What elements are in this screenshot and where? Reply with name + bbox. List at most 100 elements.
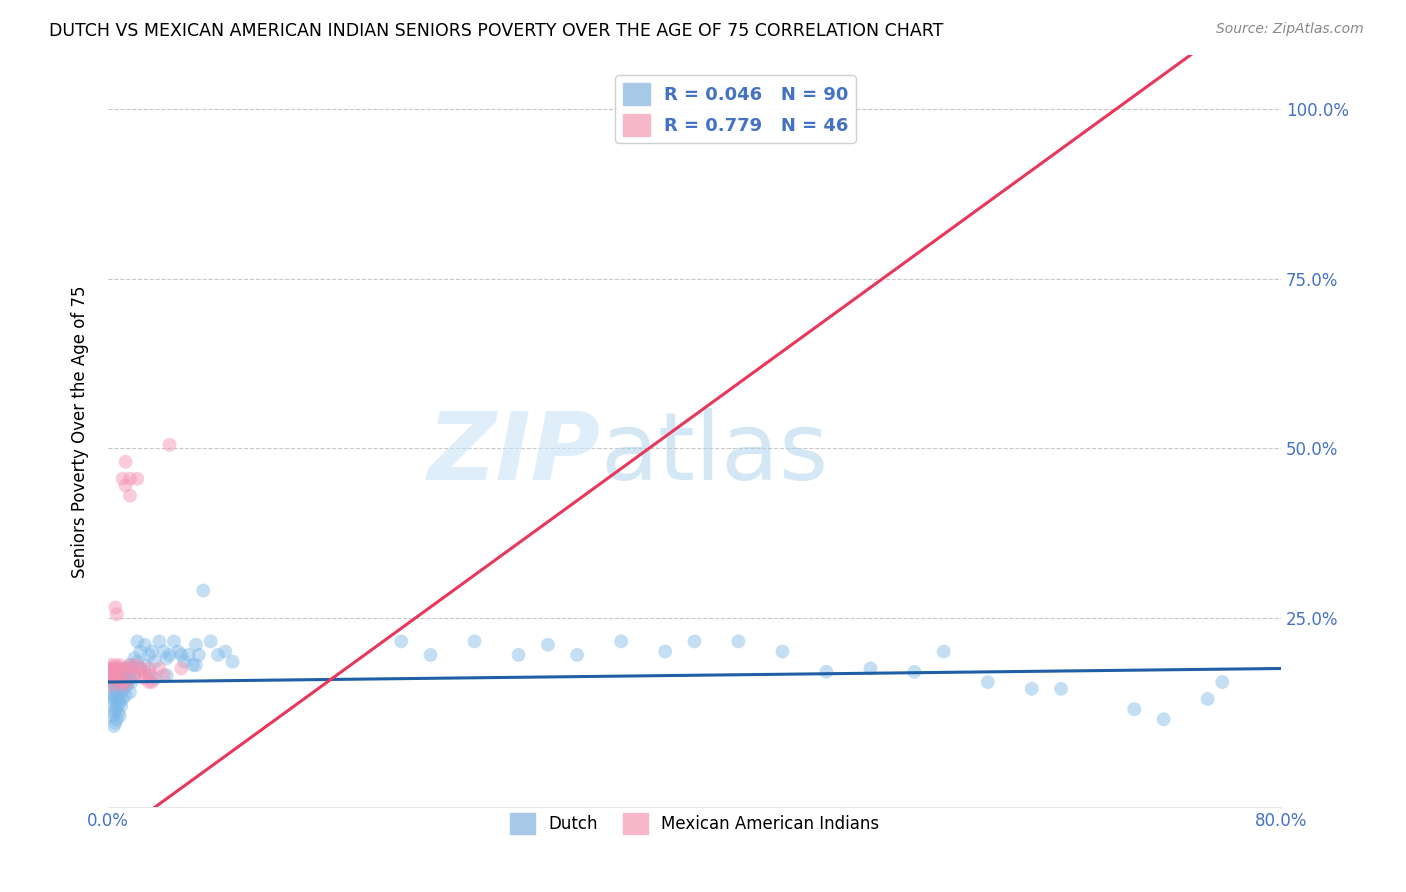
Point (111, 472, 134, 486)
Point (127, 472, 149, 486)
Point (100, 661, 122, 675)
Text: atlas: atlas (600, 408, 830, 500)
Point (108, 668, 131, 682)
Point (1050, 681, 1073, 696)
Point (683, 634, 706, 648)
Point (141, 668, 163, 682)
Point (118, 672, 141, 686)
Point (110, 698, 132, 713)
Point (111, 692, 134, 706)
Point (214, 644, 236, 658)
Point (138, 668, 160, 682)
Point (207, 648, 229, 662)
Point (105, 607, 128, 622)
Point (110, 672, 132, 686)
Point (103, 678, 125, 692)
Point (111, 665, 134, 679)
Point (129, 668, 152, 682)
Point (138, 648, 160, 662)
Point (127, 634, 149, 648)
Point (118, 489, 141, 503)
Point (193, 583, 215, 598)
Point (134, 658, 156, 673)
Point (419, 648, 441, 662)
Point (105, 698, 128, 713)
Point (104, 675, 127, 690)
Point (134, 638, 156, 652)
Point (108, 709, 131, 723)
Point (124, 668, 146, 682)
Point (110, 661, 132, 675)
Point (104, 661, 127, 675)
Point (129, 661, 152, 675)
Point (103, 692, 125, 706)
Point (127, 655, 149, 669)
Point (932, 644, 955, 658)
Point (115, 675, 138, 690)
Point (114, 478, 136, 492)
Point (152, 644, 174, 658)
Point (159, 438, 181, 452)
Point (1211, 675, 1233, 690)
Point (108, 672, 131, 686)
Point (103, 672, 125, 686)
Point (104, 715, 127, 730)
Point (129, 661, 152, 675)
Point (103, 706, 125, 720)
Point (181, 658, 204, 673)
Point (141, 644, 163, 658)
Point (727, 634, 749, 648)
Point (120, 661, 142, 675)
Point (103, 665, 125, 679)
Point (859, 661, 882, 675)
Point (815, 665, 838, 679)
Point (98, 661, 121, 675)
Point (118, 685, 141, 699)
Point (138, 661, 160, 675)
Point (156, 668, 179, 682)
Text: DUTCH VS MEXICAN AMERICAN INDIAN SENIORS POVERTY OVER THE AGE OF 75 CORRELATION : DUTCH VS MEXICAN AMERICAN INDIAN SENIORS… (49, 22, 943, 40)
Point (107, 668, 129, 682)
Point (105, 668, 128, 682)
Text: ZIP: ZIP (427, 408, 600, 500)
Point (508, 648, 530, 662)
Point (104, 658, 127, 673)
Point (163, 634, 186, 648)
Point (654, 644, 676, 658)
Point (118, 658, 141, 673)
Point (111, 678, 134, 692)
Point (101, 709, 124, 723)
Point (105, 661, 128, 675)
Point (101, 668, 124, 682)
Point (108, 695, 131, 709)
Point (134, 672, 156, 686)
Point (120, 675, 142, 690)
Point (173, 655, 195, 669)
Point (100, 672, 122, 686)
Point (159, 648, 181, 662)
Point (537, 638, 560, 652)
Point (112, 681, 135, 696)
Point (143, 672, 166, 686)
Point (103, 661, 125, 675)
Point (138, 675, 160, 690)
Point (107, 706, 129, 720)
Point (107, 678, 129, 692)
Point (129, 644, 152, 658)
Point (177, 648, 200, 662)
Point (101, 665, 124, 679)
Point (110, 675, 132, 690)
Point (124, 668, 146, 682)
Point (124, 651, 146, 665)
Legend: Dutch, Mexican American Indians: Dutch, Mexican American Indians (503, 806, 886, 840)
Point (100, 675, 122, 690)
Point (110, 685, 132, 699)
Point (134, 665, 156, 679)
Point (100, 658, 122, 673)
Text: Source: ZipAtlas.com: Source: ZipAtlas.com (1216, 22, 1364, 37)
Point (105, 712, 128, 726)
Point (111, 665, 134, 679)
Point (112, 668, 135, 682)
Point (156, 651, 179, 665)
Point (120, 661, 142, 675)
